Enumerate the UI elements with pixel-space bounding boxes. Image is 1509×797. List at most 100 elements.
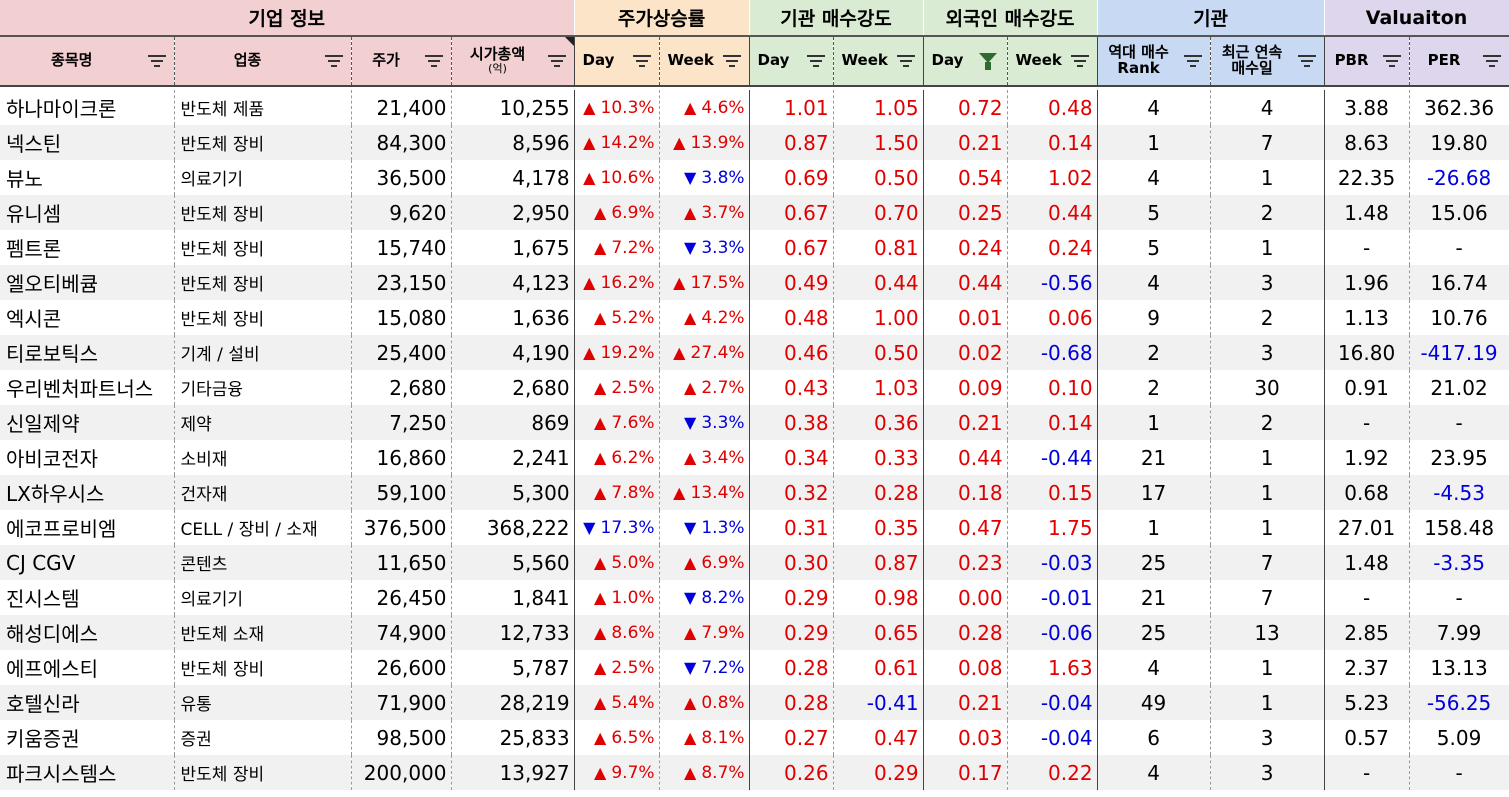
table-row[interactable]: 진시스템 의료기기 26,450 1,841 ▲ 1.0% ▼ 8.2% 0.29 0.98 0… [0, 580, 1509, 615]
price-change-week-cell[interactable]: ▲ 13.4% [659, 475, 750, 510]
price-change-day-cell[interactable]: ▲ 7.8% [574, 475, 660, 510]
foreign-strength-day-cell[interactable]: 0.17 [923, 755, 1008, 790]
foreign-strength-day-cell[interactable]: 0.18 [923, 475, 1008, 510]
inst-rank-cell[interactable]: 6 [1097, 720, 1211, 755]
stock-name-cell[interactable]: 유니셈 [0, 195, 175, 230]
market-cap-cell[interactable]: 8,596 [451, 125, 575, 160]
foreign-strength-day-cell[interactable]: 0.28 [923, 615, 1008, 650]
stock-name-cell[interactable]: 엘오티베큠 [0, 265, 175, 300]
market-cap-cell[interactable]: 368,222 [451, 510, 575, 545]
price-cell[interactable]: 36,500 [351, 160, 452, 195]
table-row[interactable]: 엑시콘 반도체 장비 15,080 1,636 ▲ 5.2% ▲ 4.2% 0.48 1.00… [0, 300, 1509, 335]
inst-strength-day-cell[interactable]: 0.67 [749, 230, 834, 265]
foreign-strength-day-cell[interactable]: 0.54 [923, 160, 1008, 195]
industry-cell[interactable]: 반도체 장비 [174, 230, 352, 265]
price-change-day-cell[interactable]: ▲ 9.7% [574, 755, 660, 790]
pbr-cell[interactable]: 5.23 [1324, 685, 1410, 720]
price-change-week-cell[interactable]: ▼ 3.3% [659, 405, 750, 440]
price-cell[interactable]: 7,250 [351, 405, 452, 440]
inst-rank-cell[interactable]: 5 [1097, 230, 1211, 265]
pbr-cell[interactable]: 0.91 [1324, 370, 1410, 405]
stock-name-cell[interactable]: 파크시스템스 [0, 755, 175, 790]
inst-strength-week-cell[interactable]: 0.50 [833, 335, 924, 370]
industry-cell[interactable]: 소비재 [174, 440, 352, 475]
industry-cell[interactable]: 증권 [174, 720, 352, 755]
inst-strength-day-cell[interactable]: 0.29 [749, 615, 834, 650]
price-change-day-cell[interactable]: ▲ 14.2% [574, 125, 660, 160]
inst-rank-cell[interactable]: 1 [1097, 125, 1211, 160]
per-cell[interactable]: 15.06 [1409, 195, 1509, 230]
market-cap-cell[interactable]: 2,680 [451, 370, 575, 405]
price-change-week-cell[interactable]: ▲ 8.7% [659, 755, 750, 790]
industry-cell[interactable]: 반도체 소재 [174, 615, 352, 650]
price-cell[interactable]: 23,150 [351, 265, 452, 300]
filter-icon[interactable] [1070, 55, 1089, 67]
inst-rank-cell[interactable]: 1 [1097, 510, 1211, 545]
stock-name-cell[interactable]: 해성디에스 [0, 615, 175, 650]
stock-name-cell[interactable]: 펨트론 [0, 230, 175, 265]
inst-rank-cell[interactable]: 25 [1097, 545, 1211, 580]
price-change-day-cell[interactable]: ▲ 10.6% [574, 160, 660, 195]
price-cell[interactable]: 9,620 [351, 195, 452, 230]
price-change-week-cell[interactable]: ▲ 17.5% [659, 265, 750, 300]
per-cell[interactable]: -3.35 [1409, 545, 1509, 580]
price-change-week-cell[interactable]: ▲ 13.9% [659, 125, 750, 160]
filter-icon[interactable] [324, 55, 343, 67]
foreign-strength-day-cell[interactable]: 0.09 [923, 370, 1008, 405]
industry-cell[interactable]: 반도체 장비 [174, 195, 352, 230]
table-row[interactable]: 넥스틴 반도체 장비 84,300 8,596 ▲ 14.2% ▲ 13.9% 0.87 1.… [0, 125, 1509, 160]
price-change-week-cell[interactable]: ▲ 7.9% [659, 615, 750, 650]
price-change-week-cell[interactable]: ▼ 1.3% [659, 510, 750, 545]
price-change-day-cell[interactable]: ▲ 8.6% [574, 615, 660, 650]
inst-rank-cell[interactable]: 4 [1097, 265, 1211, 300]
foreign-strength-week-cell[interactable]: 1.63 [1007, 650, 1098, 685]
inst-strength-day-cell[interactable]: 0.28 [749, 650, 834, 685]
inst-rank-cell[interactable]: 21 [1097, 440, 1211, 475]
inst-strength-week-cell[interactable]: 0.98 [833, 580, 924, 615]
table-row[interactable]: 아비코전자 소비재 16,860 2,241 ▲ 6.2% ▲ 3.4% 0.34 0.33 0… [0, 440, 1509, 475]
price-cell[interactable]: 21,400 [351, 90, 452, 125]
foreign-strength-day-cell[interactable]: 0.23 [923, 545, 1008, 580]
consecutive-days-cell[interactable]: 2 [1210, 300, 1325, 335]
table-row[interactable]: LX하우시스 건자재 59,100 5,300 ▲ 7.8% ▲ 13.4% 0.32 0.2… [0, 475, 1509, 510]
inst-rank-cell[interactable]: 2 [1097, 370, 1211, 405]
filter-icon[interactable] [632, 55, 651, 67]
price-change-week-cell[interactable]: ▲ 4.6% [659, 90, 750, 125]
foreign-strength-day-cell[interactable]: 0.21 [923, 685, 1008, 720]
price-change-week-cell[interactable]: ▼ 7.2% [659, 650, 750, 685]
stock-name-cell[interactable]: 티로보틱스 [0, 335, 175, 370]
foreign-strength-day-cell[interactable]: 0.03 [923, 720, 1008, 755]
table-row[interactable]: 에프에스티 반도체 장비 26,600 5,787 ▲ 2.5% ▼ 7.2% 0.28 0.… [0, 650, 1509, 685]
inst-strength-day-cell[interactable]: 0.29 [749, 580, 834, 615]
price-cell[interactable]: 16,860 [351, 440, 452, 475]
inst-strength-week-cell[interactable]: 1.00 [833, 300, 924, 335]
price-cell[interactable]: 71,900 [351, 685, 452, 720]
per-cell[interactable]: 10.76 [1409, 300, 1509, 335]
foreign-strength-week-cell[interactable]: 1.02 [1007, 160, 1098, 195]
stock-name-cell[interactable]: 뷰노 [0, 160, 175, 195]
stock-name-cell[interactable]: 호텔신라 [0, 685, 175, 720]
foreign-strength-day-cell[interactable]: 0.21 [923, 405, 1008, 440]
stock-name-cell[interactable]: 에코프로비엠 [0, 510, 175, 545]
industry-cell[interactable]: 기계 / 설비 [174, 335, 352, 370]
consecutive-days-cell[interactable]: 2 [1210, 405, 1325, 440]
price-change-week-cell[interactable]: ▼ 8.2% [659, 580, 750, 615]
inst-strength-day-cell[interactable]: 0.49 [749, 265, 834, 300]
price-cell[interactable]: 26,600 [351, 650, 452, 685]
pbr-cell[interactable]: 2.37 [1324, 650, 1410, 685]
filter-icon[interactable] [1482, 55, 1501, 67]
market-cap-cell[interactable]: 2,950 [451, 195, 575, 230]
price-change-day-cell[interactable]: ▲ 5.2% [574, 300, 660, 335]
consecutive-days-cell[interactable]: 3 [1210, 265, 1325, 300]
consecutive-days-cell[interactable]: 1 [1210, 440, 1325, 475]
stock-name-cell[interactable]: CJ CGV [0, 545, 175, 580]
foreign-strength-week-cell[interactable]: 0.06 [1007, 300, 1098, 335]
foreign-strength-week-cell[interactable]: -0.68 [1007, 335, 1098, 370]
price-change-week-cell[interactable]: ▼ 3.8% [659, 160, 750, 195]
table-row[interactable]: 유니셈 반도체 장비 9,620 2,950 ▲ 6.9% ▲ 3.7% 0.67 0.70 0… [0, 195, 1509, 230]
market-cap-cell[interactable]: 4,123 [451, 265, 575, 300]
industry-cell[interactable]: 기타금융 [174, 370, 352, 405]
per-cell[interactable]: - [1409, 230, 1509, 265]
inst-strength-day-cell[interactable]: 0.28 [749, 685, 834, 720]
foreign-strength-week-cell[interactable]: 0.14 [1007, 125, 1098, 160]
